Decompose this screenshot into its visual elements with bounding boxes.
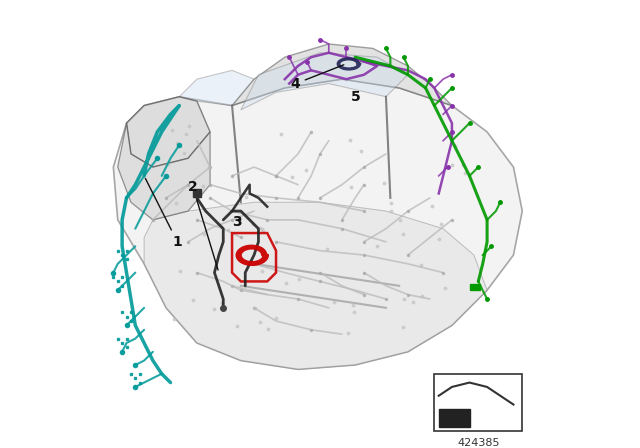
Text: 1: 1 <box>145 178 182 249</box>
Polygon shape <box>113 79 522 369</box>
Text: 5: 5 <box>351 90 360 104</box>
Polygon shape <box>127 97 210 167</box>
Polygon shape <box>179 70 254 106</box>
Text: 4: 4 <box>290 65 344 91</box>
Bar <box>439 409 470 426</box>
Polygon shape <box>144 202 487 369</box>
Polygon shape <box>241 53 408 110</box>
Polygon shape <box>232 44 452 106</box>
Text: 2: 2 <box>188 180 218 270</box>
Polygon shape <box>118 123 210 220</box>
Bar <box>470 284 481 290</box>
Text: 424385: 424385 <box>457 438 500 448</box>
Text: 3: 3 <box>232 215 242 229</box>
Bar <box>435 374 522 431</box>
